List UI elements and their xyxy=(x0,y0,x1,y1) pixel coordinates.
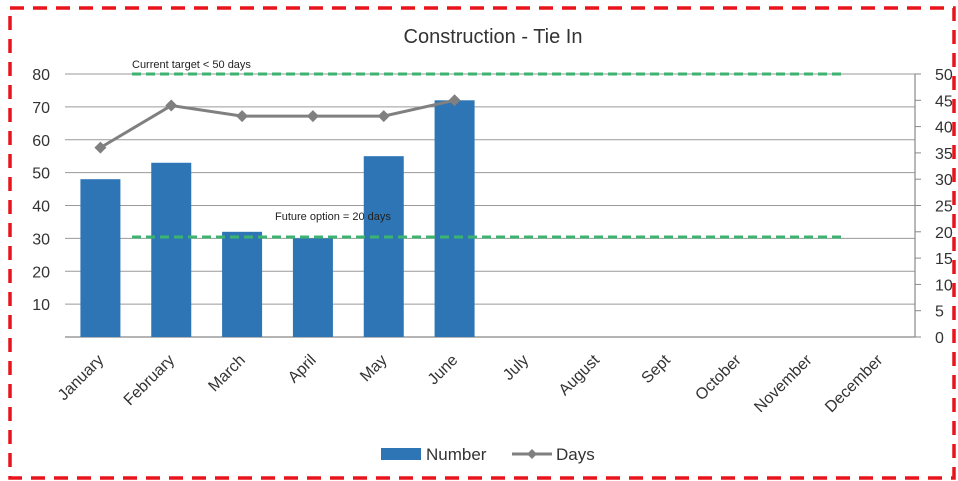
left-tick-label: 10 xyxy=(32,297,50,314)
left-tick-label: 20 xyxy=(32,264,50,281)
right-tick-label: 25 xyxy=(935,199,953,216)
days-point xyxy=(306,110,319,123)
right-tick-label: 50 xyxy=(935,67,953,84)
x-tick-label: April xyxy=(285,352,320,387)
right-tick-label: 40 xyxy=(935,120,953,137)
left-tick-label: 40 xyxy=(32,199,50,216)
x-tick-label: March xyxy=(205,352,248,395)
x-tick-label: July xyxy=(500,352,532,384)
dashed-border xyxy=(8,6,956,480)
x-tick-label: February xyxy=(121,352,178,409)
x-tick-label: Sept xyxy=(639,351,675,387)
left-tick-label: 80 xyxy=(32,67,50,84)
plot-area: 10 20 30 40 50 60 70 80 0 5 10 15 20 25 30 35 40 45 50 Curr… xyxy=(32,59,953,416)
legend-label-number: Number xyxy=(426,445,487,464)
legend-swatch-number xyxy=(381,448,421,460)
days-point xyxy=(377,110,390,123)
x-tick-label: August xyxy=(556,351,604,399)
days-point xyxy=(236,110,249,123)
left-tick-label: 50 xyxy=(32,166,50,183)
legend-label-days: Days xyxy=(556,445,595,464)
right-tick-label: 35 xyxy=(935,146,953,163)
x-tick-label: June xyxy=(425,352,462,389)
days-point xyxy=(165,99,178,112)
days-line xyxy=(99,98,455,149)
bar-april xyxy=(292,238,333,337)
x-tick-label: November xyxy=(751,351,816,416)
legend-marker-days xyxy=(527,449,537,459)
reference-line-label: Future option = 20 days xyxy=(275,211,391,223)
x-tick-label: May xyxy=(357,352,390,385)
days-point xyxy=(448,94,461,107)
bar-january xyxy=(80,179,121,337)
reference-line-label: Current target < 50 days xyxy=(132,59,251,71)
right-tick-label: 0 xyxy=(935,330,944,347)
left-tick-label: 60 xyxy=(32,133,50,150)
days-point xyxy=(94,141,107,154)
right-tick-label: 10 xyxy=(935,277,953,294)
left-tick-label: 30 xyxy=(32,231,50,248)
bar-march xyxy=(222,231,263,337)
right-tick-label: 30 xyxy=(935,172,953,189)
right-tick-label: 20 xyxy=(935,225,953,242)
right-tick-label: 15 xyxy=(935,251,953,268)
bar-may xyxy=(363,156,404,337)
chart-title: Construction - Tie In xyxy=(404,26,583,48)
x-tick-label: October xyxy=(692,351,745,404)
bar-june xyxy=(434,100,475,337)
legend: Number Days xyxy=(381,445,595,464)
x-tick-label: January xyxy=(55,352,107,404)
bar-february xyxy=(151,162,192,337)
left-tick-label: 70 xyxy=(32,100,50,117)
x-tick-label: December xyxy=(822,351,887,416)
right-tick-label: 45 xyxy=(935,93,953,110)
right-tick-label: 5 xyxy=(935,304,944,321)
